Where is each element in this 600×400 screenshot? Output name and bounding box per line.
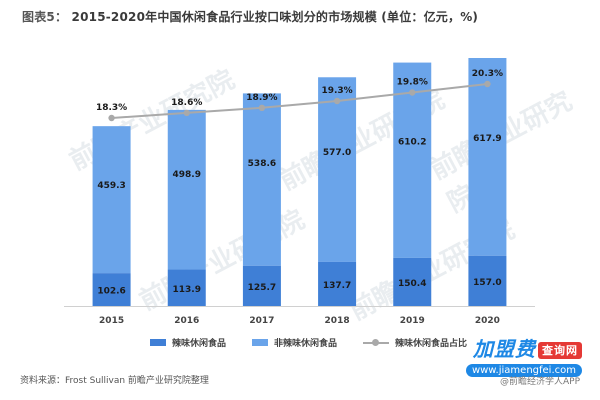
legend-swatch-share bbox=[363, 338, 390, 346]
brand-name: 加盟费 bbox=[473, 337, 536, 361]
chart-title-text: 2015-2020年中国休闲食品行业按口味划分的市场规模 (单位：亿元，%) bbox=[71, 10, 479, 24]
chart-title: 图表5： 2015-2020年中国休闲食品行业按口味划分的市场规模 (单位：亿元… bbox=[22, 8, 478, 25]
x-tick-2019: 2019 bbox=[400, 316, 425, 326]
share-label-2020: 20.3% bbox=[472, 69, 503, 79]
label-nonspicy-2019: 610.2 bbox=[398, 138, 426, 148]
x-tick-2018: 2018 bbox=[325, 316, 350, 326]
source-note: 资料来源：Frost Sullivan 前瞻产业研究院整理 bbox=[20, 376, 209, 386]
legend-label-nonspicy: 非辣味休闲食品 bbox=[274, 339, 338, 349]
bar-spicy-2020 bbox=[468, 255, 507, 306]
label-spicy-2015: 102.6 bbox=[97, 287, 125, 297]
bar-nonspicy-2017 bbox=[242, 93, 281, 266]
share-label-2016: 18.6% bbox=[171, 98, 202, 108]
x-tick-2020: 2020 bbox=[475, 316, 500, 326]
label-spicy-2019: 150.4 bbox=[398, 279, 426, 289]
label-spicy-2018: 137.7 bbox=[323, 281, 351, 291]
label-nonspicy-2018: 577.0 bbox=[323, 148, 351, 158]
label-nonspicy-2016: 498.9 bbox=[173, 170, 201, 180]
legend-item-nonspicy: 非辣味休闲食品 bbox=[252, 336, 337, 349]
x-tick-2015: 2015 bbox=[99, 316, 124, 326]
bar-nonspicy-2015 bbox=[92, 126, 131, 274]
x-tick-2017: 2017 bbox=[249, 316, 274, 326]
label-nonspicy-2015: 459.3 bbox=[97, 181, 125, 191]
label-spicy-2020: 157.0 bbox=[473, 278, 501, 288]
legend-item-share: 辣味休闲食品占比 bbox=[363, 336, 467, 349]
share-label-2019: 19.8% bbox=[397, 78, 428, 88]
label-spicy-2017: 125.7 bbox=[248, 283, 276, 293]
chart-legend: 辣味休闲食品 非辣味休闲食品 辣味休闲食品占比 bbox=[150, 336, 467, 349]
legend-swatch-nonspicy bbox=[252, 339, 269, 346]
share-point-2017 bbox=[258, 104, 266, 112]
label-nonspicy-2020: 617.9 bbox=[473, 134, 501, 144]
bar-spicy-2018 bbox=[318, 261, 357, 306]
brand-pill: 查询网 bbox=[538, 341, 582, 359]
share-label-2017: 18.9% bbox=[246, 93, 277, 103]
bar-nonspicy-2018 bbox=[318, 77, 357, 262]
brand-logo-text: 加盟费 查询网 bbox=[473, 338, 582, 362]
brand-badge[interactable]: 加盟费 查询网 www.jiamengfei.com bbox=[465, 338, 582, 377]
legend-item-spicy: 辣味休闲食品 bbox=[150, 336, 226, 349]
bar-nonspicy-2020 bbox=[468, 58, 507, 256]
share-point-2015 bbox=[108, 114, 115, 122]
legend-label-spicy: 辣味休闲食品 bbox=[172, 339, 227, 349]
share-point-2016 bbox=[183, 109, 190, 117]
legend-label-share: 辣味休闲食品占比 bbox=[395, 339, 468, 349]
x-tick-2016: 2016 bbox=[174, 316, 199, 326]
share-point-2018 bbox=[333, 97, 341, 105]
bar-spicy-2019 bbox=[393, 257, 432, 306]
legend-swatch-spicy bbox=[150, 339, 166, 346]
app-mark: @前瞻经济学人APP bbox=[499, 377, 580, 387]
bar-spicy-2015 bbox=[92, 273, 131, 306]
chart-title-prefix: 图表5： bbox=[22, 10, 68, 24]
bar-spicy-2016 bbox=[167, 269, 206, 306]
bar-spicy-2017 bbox=[242, 265, 281, 306]
share-label-2018: 19.3% bbox=[321, 86, 352, 96]
share-point-2019 bbox=[409, 89, 416, 96]
label-nonspicy-2017: 538.6 bbox=[248, 159, 276, 169]
label-spicy-2016: 113.9 bbox=[173, 285, 201, 295]
share-line bbox=[111, 83, 488, 119]
share-point-2020 bbox=[484, 80, 491, 88]
share-label-2015: 18.3% bbox=[96, 103, 127, 113]
brand-url[interactable]: www.jiamengfei.com bbox=[465, 363, 582, 377]
bar-nonspicy-2016 bbox=[167, 109, 206, 270]
